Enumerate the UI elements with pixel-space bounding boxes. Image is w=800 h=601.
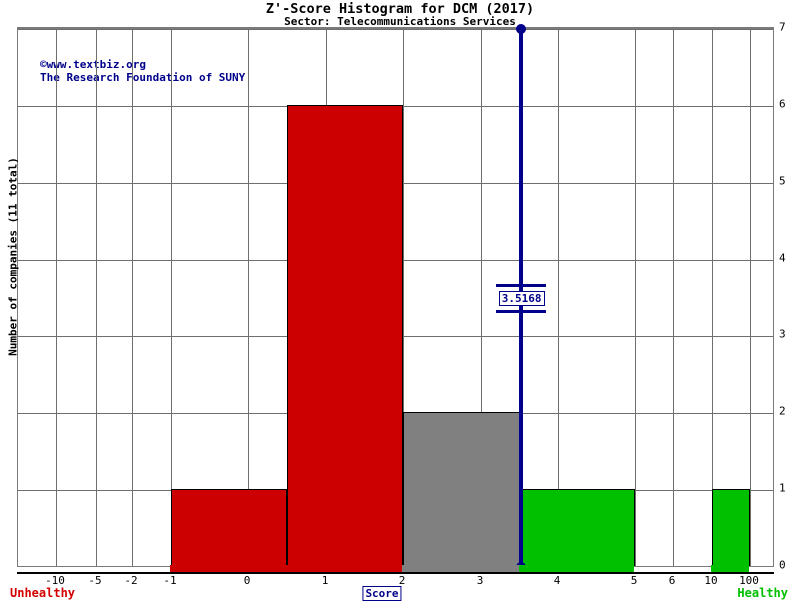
- zone-band-segment: [170, 565, 402, 574]
- y-tick-label: 2: [779, 404, 786, 418]
- gridline-vertical: [481, 29, 482, 566]
- x-tick-label: 4: [553, 574, 561, 587]
- histogram-bar: [403, 412, 520, 566]
- zone-band-segment: [711, 565, 749, 574]
- gridline-vertical: [403, 29, 404, 566]
- x-tick-label: 3: [476, 574, 484, 587]
- gridline-vertical: [712, 29, 713, 566]
- x-tick-label: -10: [45, 574, 65, 587]
- zone-band-segment: [402, 565, 519, 574]
- x-axis-title: Score: [362, 586, 402, 601]
- x-tick-label: -2: [124, 574, 138, 587]
- gridline-vertical: [673, 29, 674, 566]
- y-tick-label: 0: [779, 558, 786, 572]
- y-axis-title: Number of companies (11 total): [6, 157, 20, 356]
- x-tick-label: 10: [704, 574, 718, 587]
- gridline-vertical: [132, 29, 133, 566]
- copyright-credit: ©www.textbiz.org The Research Foundation…: [40, 58, 245, 84]
- credit-line-2: The Research Foundation of SUNY: [40, 71, 246, 84]
- x-tick-label: 0: [243, 574, 251, 587]
- x-tick-label: 1: [321, 574, 329, 587]
- y-tick-label: 6: [779, 97, 786, 111]
- plot-area: ©www.textbiz.org The Research Foundation…: [17, 24, 774, 572]
- x-tick-label: -5: [88, 574, 102, 587]
- healthy-label: Healthy: [737, 586, 788, 600]
- y-tick-label: 4: [779, 251, 786, 265]
- histogram-bar: [519, 489, 635, 566]
- y-tick-label: 1: [779, 481, 786, 495]
- y-tick-label: 3: [779, 327, 786, 341]
- gridline-horizontal: [18, 29, 773, 30]
- marker-cap-top: [495, 284, 546, 287]
- chart-title: Z'-Score Histogram for DCM (2017): [265, 1, 535, 17]
- histogram-bar: [287, 104, 403, 566]
- gridline-vertical: [171, 29, 172, 566]
- chart-subtitle: Sector: Telecommunications Services: [284, 15, 516, 28]
- gridline-vertical: [558, 29, 559, 566]
- x-tick-label: 100: [739, 574, 759, 587]
- gridline-vertical: [96, 29, 97, 566]
- credit-line-1: ©www.textbiz.org: [40, 58, 146, 71]
- x-tick-label: 2: [398, 574, 406, 587]
- gridline-vertical: [750, 29, 751, 566]
- gridline-vertical: [56, 29, 57, 566]
- gridline-vertical: [248, 29, 249, 566]
- x-tick-label: -1: [163, 574, 177, 587]
- marker-cap-bottom: [495, 310, 546, 313]
- gridline-vertical: [635, 29, 636, 566]
- histogram-bar: [712, 489, 750, 566]
- marker-value-label: 3.5168: [498, 291, 545, 306]
- x-tick-label: 5: [630, 574, 638, 587]
- zone-color-band: [17, 565, 774, 574]
- y-tick-label: 7: [779, 20, 786, 34]
- y-tick-label: 5: [779, 174, 786, 188]
- x-tick-label: 6: [668, 574, 676, 587]
- unhealthy-label: Unhealthy: [10, 586, 76, 600]
- marker-dot-top: [515, 24, 526, 34]
- axis-baseline: [17, 572, 774, 574]
- histogram-bar: [171, 489, 287, 566]
- zone-band-segment: [518, 565, 634, 574]
